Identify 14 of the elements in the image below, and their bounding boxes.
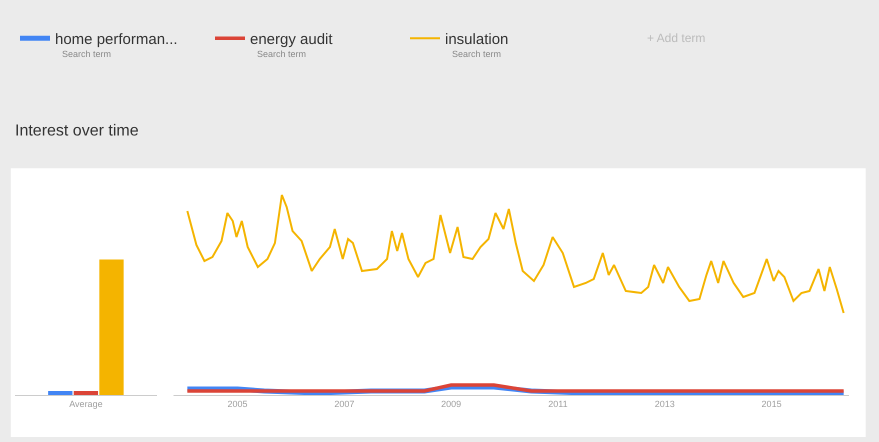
legend-label: energy audit [250, 31, 334, 48]
text: Search term [452, 49, 502, 59]
x-tick-label: Average [69, 398, 103, 409]
x-tick-label: 2009 [441, 398, 462, 409]
text: Search term [257, 49, 306, 59]
x-tick-label: 2007 [334, 398, 354, 409]
x-tick-label: 2011 [548, 398, 568, 409]
text: Search term [62, 49, 112, 59]
chart-title: Interest over time [15, 122, 139, 140]
x-tick-label: 2005 [228, 398, 248, 409]
x-tick-label: 2013 [654, 398, 675, 409]
x-tick-label: 2015 [762, 398, 782, 409]
legend-label: insulation [445, 31, 508, 48]
legend-label: home performan... [55, 31, 178, 48]
